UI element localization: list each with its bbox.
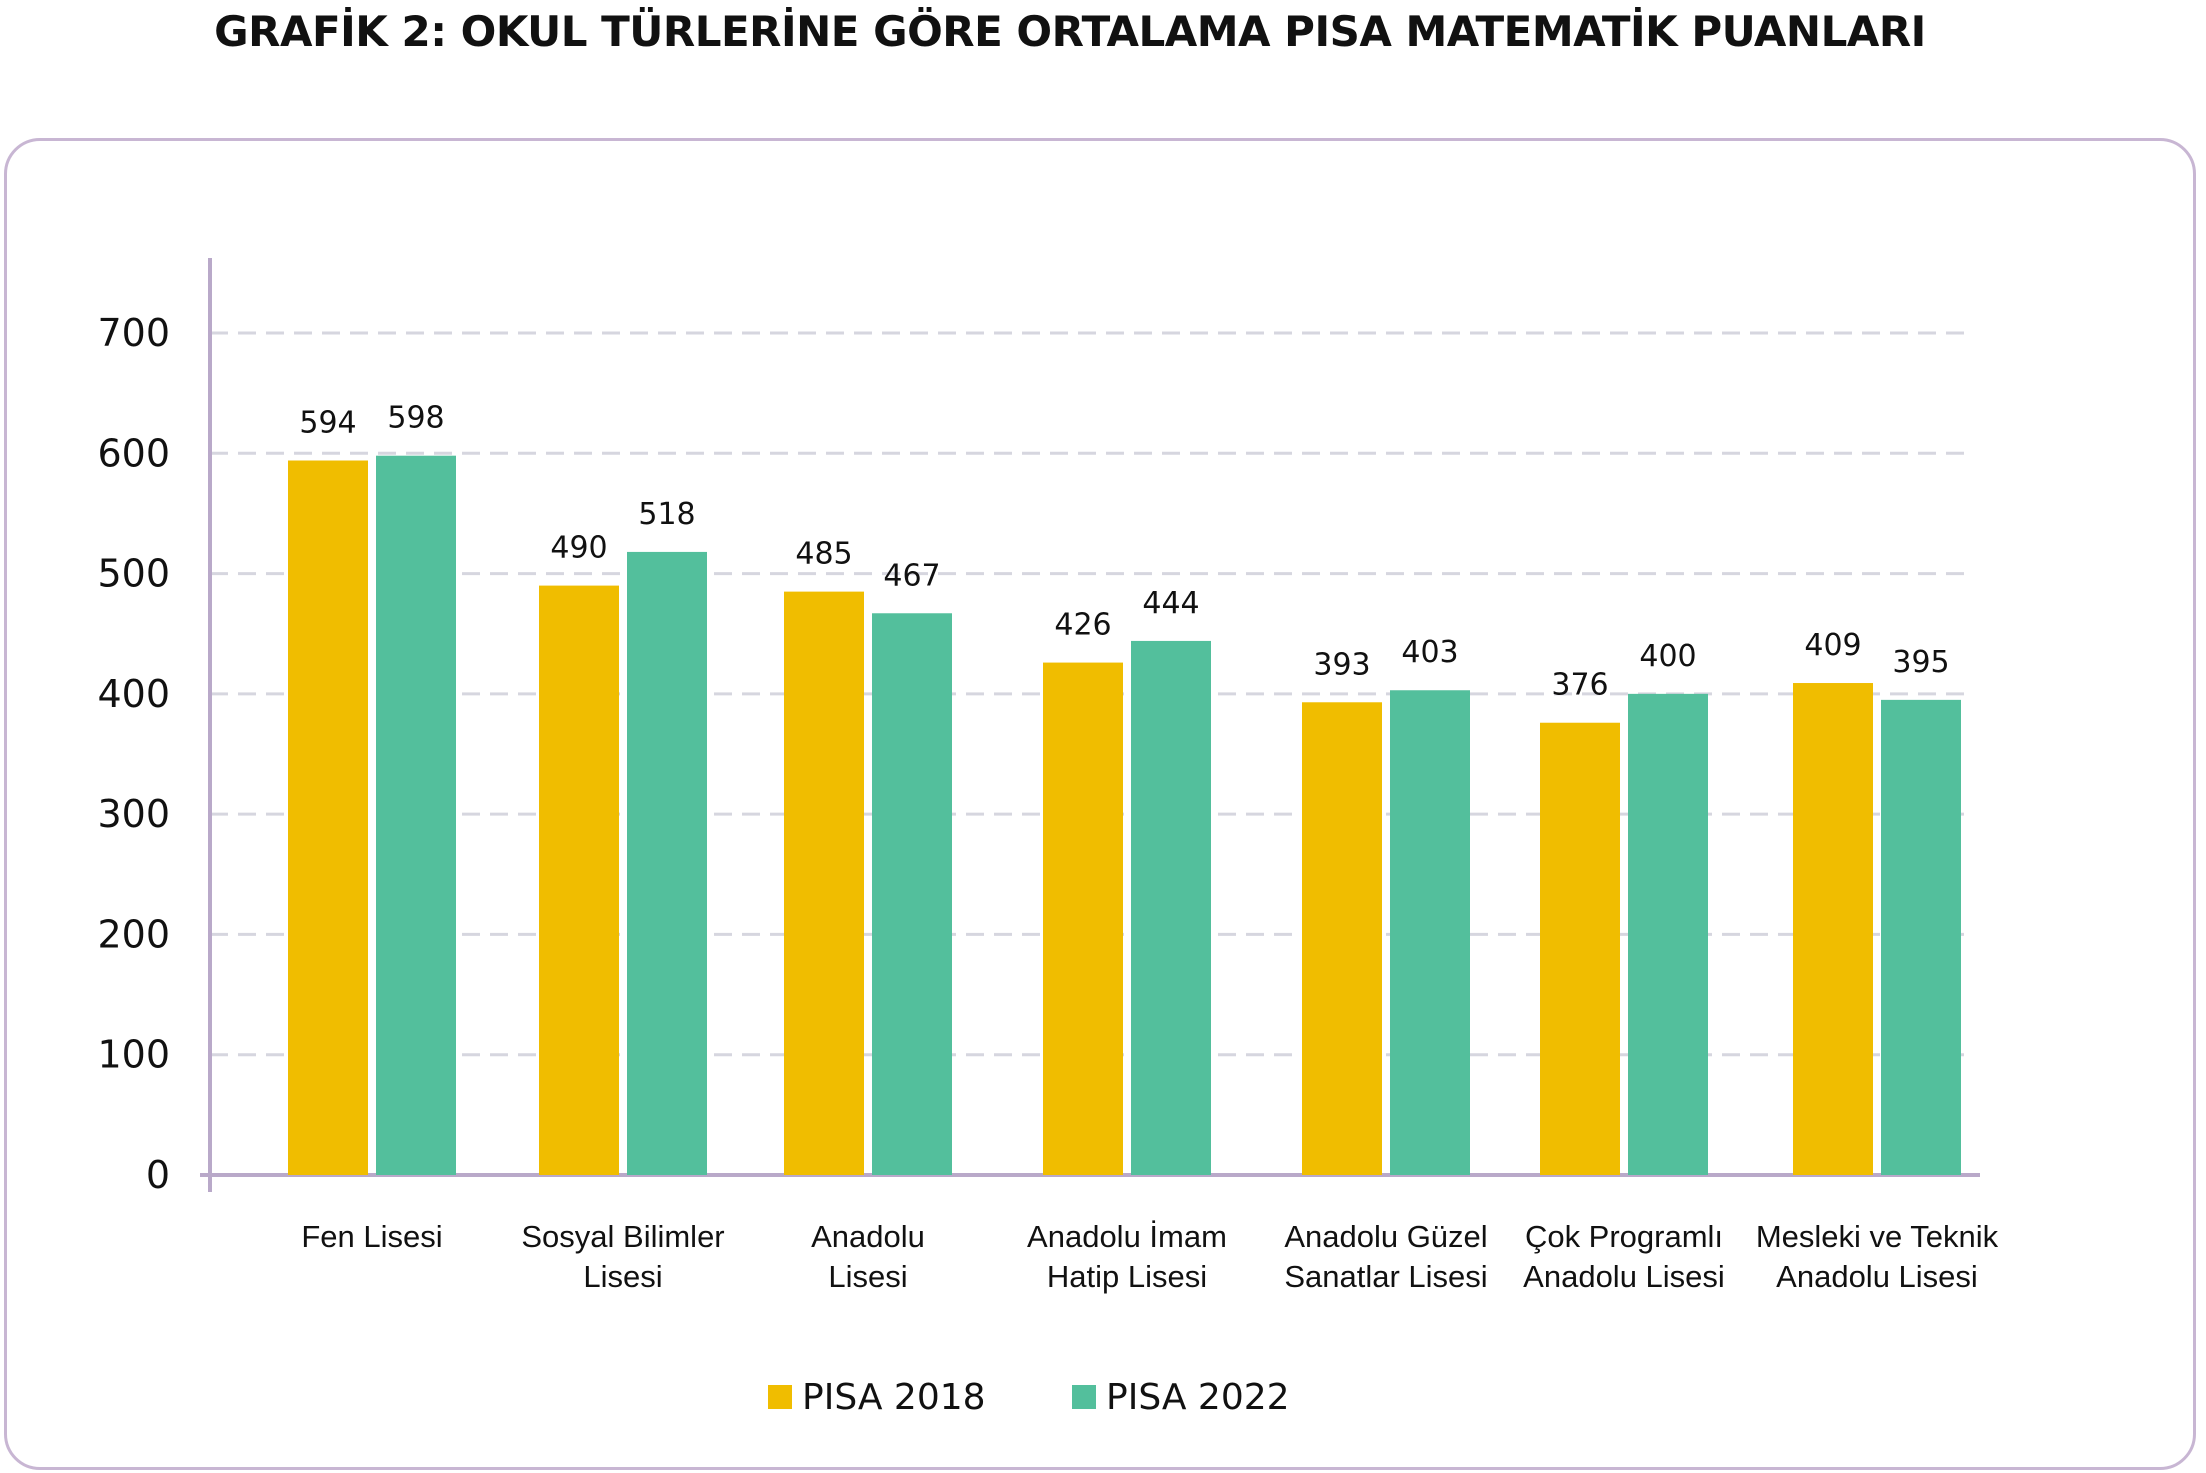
data-label-pisa-2018: 376	[1551, 668, 1608, 703]
x-category-label: Anadolu Lisesi	[1523, 1259, 1725, 1294]
bar-pisa-2022	[627, 551, 707, 1175]
y-tick-label: 700	[97, 311, 170, 355]
data-label-pisa-2022: 400	[1639, 639, 1696, 674]
legend-item-pisa-2018: PISA 2018	[768, 1372, 986, 1422]
bar-pisa-2018	[784, 591, 864, 1175]
bar-pisa-2018	[1043, 662, 1123, 1175]
bar-pisa-2018	[1540, 722, 1620, 1175]
bar-pisa-2022	[1131, 640, 1211, 1175]
chart-title: GRAFİK 2: OKUL TÜRLERİNE GÖRE ORTALAMA P…	[214, 7, 1926, 56]
bar-pisa-2018	[1793, 683, 1873, 1175]
x-category-label: Hatip Lisesi	[1047, 1259, 1207, 1294]
x-category-label: Anadolu İmam	[1027, 1219, 1227, 1254]
bar-pisa-2018	[539, 585, 619, 1175]
data-label-pisa-2022: 395	[1892, 645, 1949, 680]
x-category-label: Lisesi	[828, 1259, 907, 1294]
y-tick-label: 300	[97, 792, 170, 836]
chart-legend: PISA 2018 PISA 2022	[0, 1372, 2206, 1422]
data-label-pisa-2022: 403	[1401, 635, 1458, 670]
x-category-label: Fen Lisesi	[301, 1219, 442, 1254]
legend-label-pisa-2018: PISA 2018	[802, 1376, 986, 1418]
legend-item-pisa-2022: PISA 2022	[1072, 1372, 1290, 1422]
data-label-pisa-2022: 598	[387, 401, 444, 436]
x-category-label: Anadolu Güzel	[1284, 1219, 1487, 1254]
data-label-pisa-2018: 409	[1804, 628, 1861, 663]
y-tick-label: 400	[97, 672, 170, 716]
legend-label-pisa-2022: PISA 2022	[1106, 1376, 1290, 1418]
data-label-pisa-2022: 444	[1142, 586, 1199, 621]
data-label-pisa-2022: 467	[883, 558, 940, 593]
bar-pisa-2022	[1628, 693, 1708, 1175]
data-label-pisa-2018: 393	[1313, 647, 1370, 682]
bar-pisa-2022	[1881, 699, 1961, 1175]
y-tick-label: 0	[146, 1153, 170, 1197]
x-category-label: Mesleki ve Teknik	[1756, 1219, 1999, 1254]
x-category-label: Çok Programlı	[1525, 1219, 1723, 1254]
data-label-pisa-2018: 594	[299, 406, 356, 441]
x-category-label: Sosyal Bilimler	[521, 1219, 724, 1254]
legend-swatch-pisa-2018	[768, 1385, 792, 1409]
data-label-pisa-2022: 518	[638, 497, 695, 532]
y-tick-label: 200	[97, 912, 170, 956]
bar-pisa-2018	[1302, 702, 1382, 1175]
data-label-pisa-2018: 490	[550, 531, 607, 566]
bar-pisa-2022	[1390, 690, 1470, 1175]
y-tick-label: 100	[97, 1033, 170, 1077]
x-category-label: Sanatlar Lisesi	[1284, 1259, 1487, 1294]
chart-frame	[4, 138, 2196, 1470]
data-label-pisa-2018: 426	[1054, 608, 1111, 643]
y-tick-label: 600	[97, 431, 170, 475]
y-tick-label: 500	[97, 552, 170, 596]
x-category-label: Anadolu	[811, 1219, 925, 1254]
x-category-label: Anadolu Lisesi	[1776, 1259, 1978, 1294]
data-label-pisa-2018: 485	[795, 537, 852, 572]
x-category-label: Lisesi	[583, 1259, 662, 1294]
bar-pisa-2022	[872, 613, 952, 1175]
bar-pisa-2022	[376, 455, 456, 1176]
bar-pisa-2018	[288, 460, 368, 1175]
legend-swatch-pisa-2022	[1072, 1385, 1096, 1409]
